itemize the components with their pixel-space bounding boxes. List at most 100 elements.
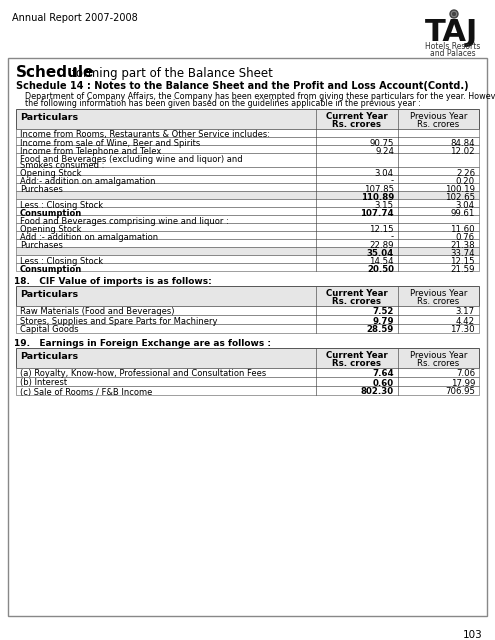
- Bar: [16, 239, 479, 247]
- Bar: [16, 223, 479, 231]
- Text: 9.24: 9.24: [375, 147, 394, 156]
- Text: 84.84: 84.84: [450, 138, 475, 147]
- Bar: [16, 286, 479, 306]
- Text: 12.02: 12.02: [450, 147, 475, 156]
- Text: Schedule 14 : Notes to the Balance Sheet and the Profit and Loss Account(Contd.): Schedule 14 : Notes to the Balance Sheet…: [16, 81, 469, 91]
- Circle shape: [451, 12, 456, 17]
- Text: 802.30: 802.30: [361, 387, 394, 397]
- Text: 12.15: 12.15: [450, 257, 475, 266]
- Text: 21.59: 21.59: [450, 264, 475, 273]
- Text: 18.   CIF Value of imports is as follows:: 18. CIF Value of imports is as follows:: [14, 277, 212, 286]
- Text: Add :- addition on amalgamation: Add :- addition on amalgamation: [20, 232, 158, 241]
- Text: 0.60: 0.60: [373, 378, 394, 387]
- Text: Previous Year: Previous Year: [410, 112, 467, 121]
- Bar: [16, 153, 479, 167]
- Text: 2.26: 2.26: [456, 168, 475, 177]
- Text: 102.65: 102.65: [445, 193, 475, 202]
- Bar: [16, 191, 479, 199]
- Text: 35.04: 35.04: [367, 248, 394, 257]
- Text: 33.74: 33.74: [450, 248, 475, 257]
- Bar: [16, 324, 479, 333]
- Text: 100.19: 100.19: [445, 184, 475, 193]
- Text: 103: 103: [463, 630, 483, 640]
- Bar: [16, 368, 479, 377]
- Text: Consumption: Consumption: [20, 264, 82, 273]
- Text: Particulars: Particulars: [20, 290, 78, 299]
- Text: 99.61: 99.61: [450, 209, 475, 218]
- Text: 9.79: 9.79: [373, 317, 394, 326]
- Bar: [16, 377, 479, 386]
- Text: -: -: [391, 177, 394, 186]
- Text: 7.52: 7.52: [373, 307, 394, 317]
- Text: Opening Stock: Opening Stock: [20, 168, 82, 177]
- Text: 110.89: 110.89: [361, 193, 394, 202]
- Text: Income from Telephone and Telex: Income from Telephone and Telex: [20, 147, 161, 156]
- Text: 14.54: 14.54: [369, 257, 394, 266]
- Bar: [16, 145, 479, 153]
- Text: Schedule: Schedule: [16, 65, 95, 80]
- Text: 107.74: 107.74: [360, 209, 394, 218]
- Text: Add:- addition on amalgamation: Add:- addition on amalgamation: [20, 177, 155, 186]
- Text: 107.85: 107.85: [364, 184, 394, 193]
- Bar: [16, 109, 479, 129]
- Text: Less : Closing Stock: Less : Closing Stock: [20, 200, 103, 209]
- Bar: [16, 231, 479, 239]
- Text: Rs. crores: Rs. crores: [417, 297, 460, 306]
- Bar: [16, 199, 479, 207]
- Text: the following information has been given based on the guidelines applicable in t: the following information has been given…: [25, 99, 421, 108]
- Bar: [16, 255, 479, 263]
- Bar: [16, 315, 479, 324]
- Text: Raw Materials (Food and Beverages): Raw Materials (Food and Beverages): [20, 307, 175, 317]
- Text: TAJ: TAJ: [425, 18, 478, 47]
- Bar: [16, 306, 479, 315]
- Text: Current Year: Current Year: [326, 112, 388, 121]
- Text: 3.04: 3.04: [456, 200, 475, 209]
- Text: Less : Closing Stock: Less : Closing Stock: [20, 257, 103, 266]
- Text: Previous Year: Previous Year: [410, 289, 467, 298]
- Text: Rs. crores: Rs. crores: [417, 359, 460, 368]
- Text: 7.06: 7.06: [456, 369, 475, 378]
- Bar: [16, 183, 479, 191]
- Text: 12.15: 12.15: [369, 225, 394, 234]
- Text: Current Year: Current Year: [326, 289, 388, 298]
- Text: 4.42: 4.42: [456, 317, 475, 326]
- Text: Purchases: Purchases: [20, 241, 63, 250]
- Bar: [16, 247, 479, 255]
- Text: Rs. crores: Rs. crores: [333, 359, 382, 368]
- Text: 3.04: 3.04: [375, 168, 394, 177]
- Bar: [8, 58, 487, 616]
- Text: Purchases: Purchases: [20, 184, 63, 193]
- Text: forming part of the Balance Sheet: forming part of the Balance Sheet: [68, 67, 273, 80]
- Text: Rs. crores: Rs. crores: [333, 297, 382, 306]
- Text: 22.89: 22.89: [369, 241, 394, 250]
- Text: Consumption: Consumption: [20, 209, 82, 218]
- Text: Particulars: Particulars: [20, 113, 78, 122]
- Text: Particulars: Particulars: [20, 352, 78, 361]
- Bar: [16, 215, 479, 223]
- Circle shape: [452, 13, 455, 15]
- Text: 3.17: 3.17: [456, 307, 475, 317]
- Text: Opening Stock: Opening Stock: [20, 225, 82, 234]
- Text: Hotels Resorts: Hotels Resorts: [425, 42, 480, 51]
- Text: -: -: [391, 232, 394, 241]
- Text: 17.99: 17.99: [450, 378, 475, 387]
- Text: 21.38: 21.38: [450, 241, 475, 250]
- Text: Income from sale of Wine, Beer and Spirits: Income from sale of Wine, Beer and Spiri…: [20, 138, 200, 147]
- Text: 7.64: 7.64: [372, 369, 394, 378]
- Text: Current Year: Current Year: [326, 351, 388, 360]
- Text: (c) Sale of Rooms / F&B Income: (c) Sale of Rooms / F&B Income: [20, 387, 152, 397]
- Bar: [16, 386, 479, 395]
- Bar: [16, 175, 479, 183]
- Bar: [16, 348, 479, 368]
- Text: (b) Interest: (b) Interest: [20, 378, 67, 387]
- Bar: [16, 137, 479, 145]
- Text: Food and Beverages comprising wine and liquor :: Food and Beverages comprising wine and l…: [20, 216, 229, 225]
- Text: and Palaces: and Palaces: [430, 49, 476, 58]
- Text: Income from Rooms, Restaurants & Other Service includes:: Income from Rooms, Restaurants & Other S…: [20, 131, 270, 140]
- Text: (a) Royalty, Know-how, Professional and Consultation Fees: (a) Royalty, Know-how, Professional and …: [20, 369, 266, 378]
- Text: Food and Beverages (excluding wine and liquor) and: Food and Beverages (excluding wine and l…: [20, 154, 243, 163]
- Text: 3.15: 3.15: [375, 200, 394, 209]
- Circle shape: [450, 10, 458, 18]
- Text: 11.60: 11.60: [450, 225, 475, 234]
- Bar: [16, 167, 479, 175]
